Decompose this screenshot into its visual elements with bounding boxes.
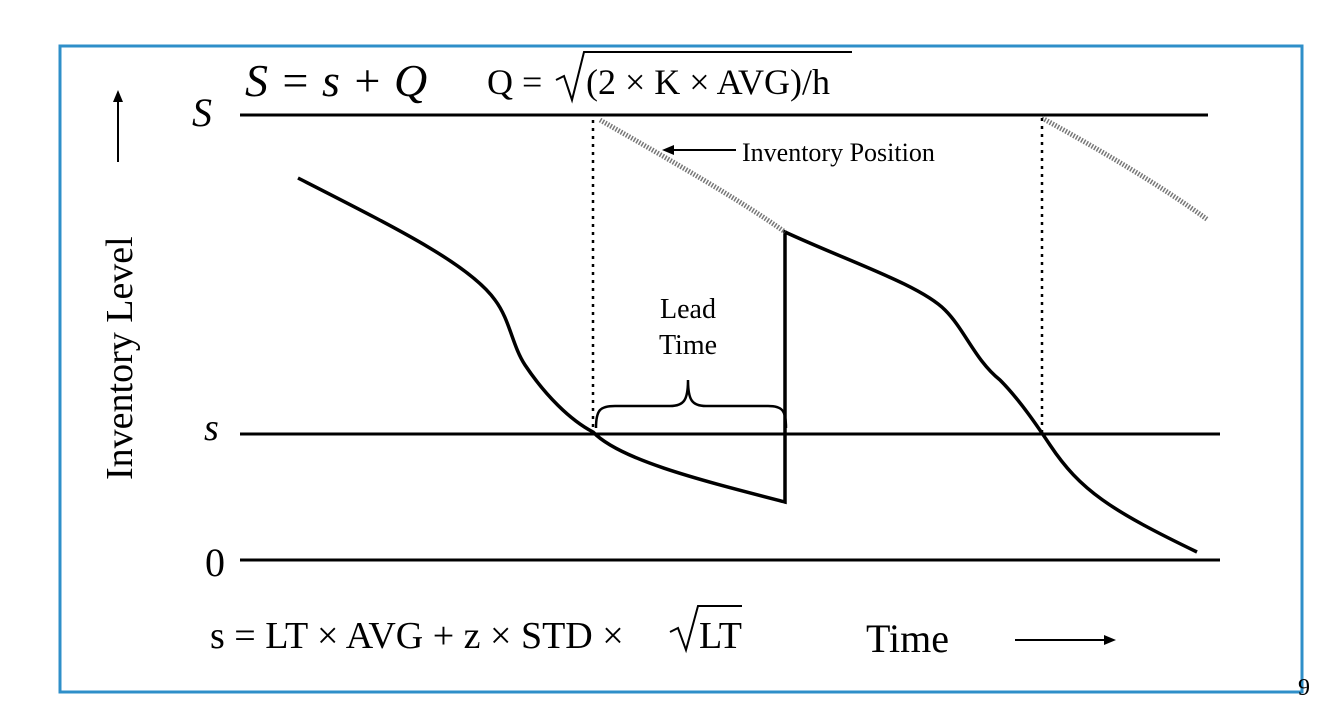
arrowhead bbox=[662, 145, 674, 155]
position-line bbox=[1040, 115, 1210, 223]
inventory-position bbox=[598, 115, 1210, 235]
arrowhead bbox=[1104, 635, 1116, 645]
formula-s-lhs: s = LT × AVG + z × STD × bbox=[210, 615, 624, 657]
formula-s-radicand: LT bbox=[699, 615, 742, 657]
radical bbox=[555, 51, 852, 104]
lead-label: Lead bbox=[660, 294, 716, 325]
level-lines bbox=[240, 113, 1220, 562]
lead-label: Time bbox=[659, 330, 717, 361]
page-number: 9 bbox=[1298, 675, 1310, 701]
arrowhead bbox=[113, 90, 123, 102]
level-label: S bbox=[192, 90, 212, 135]
formula-q-lhs: Q = bbox=[487, 62, 542, 102]
formula-s-upper: S = s + Q bbox=[245, 55, 427, 106]
x-axis-label: Time bbox=[866, 616, 949, 661]
inventory-level bbox=[297, 176, 1198, 554]
radical bbox=[669, 605, 742, 654]
position-line bbox=[598, 117, 787, 235]
formula-q-radicand: (2 × K × AVG)/h bbox=[586, 62, 830, 102]
position-label: Inventory Position bbox=[742, 138, 935, 167]
frame bbox=[58, 44, 1304, 694]
level-label: 0 bbox=[205, 540, 225, 585]
y-axis-label: Inventory Level bbox=[99, 236, 141, 480]
lead-brace bbox=[594, 379, 788, 429]
level-label: s bbox=[204, 407, 219, 449]
